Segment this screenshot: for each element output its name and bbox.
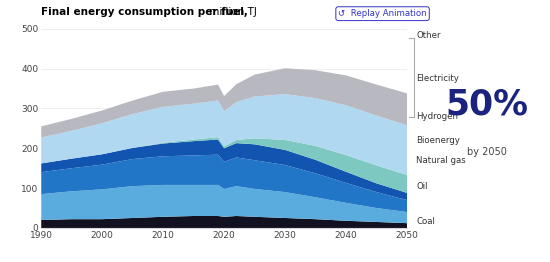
Text: by 2050: by 2050 (467, 147, 507, 157)
Text: Bioenergy: Bioenergy (416, 136, 460, 145)
Text: million TJ: million TJ (206, 7, 257, 17)
Text: Coal: Coal (416, 217, 435, 226)
Text: ↺  Replay Animation: ↺ Replay Animation (338, 9, 427, 18)
Text: 50%: 50% (446, 88, 528, 122)
Text: Other: Other (416, 31, 441, 40)
Text: Oil: Oil (416, 182, 428, 191)
Text: Electricity: Electricity (416, 74, 459, 83)
Text: Final energy consumption per fuel,: Final energy consumption per fuel, (41, 7, 248, 17)
Text: Hydrogen: Hydrogen (416, 112, 458, 121)
Text: Natural gas: Natural gas (416, 156, 466, 165)
